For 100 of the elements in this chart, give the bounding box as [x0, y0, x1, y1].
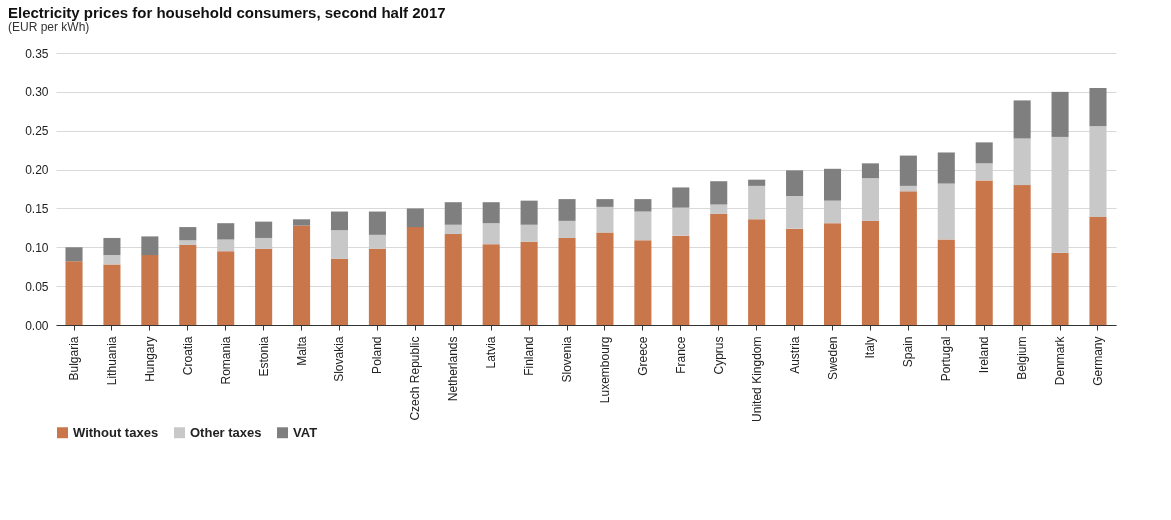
bar: [710, 204, 728, 214]
bar: [786, 228, 804, 325]
bar: [368, 211, 386, 235]
bar: [1051, 252, 1069, 325]
bar: [293, 225, 311, 325]
bar: [444, 224, 462, 235]
bar: [596, 206, 614, 233]
x-tick-label: Estonia: [256, 336, 271, 377]
bar: [1013, 185, 1031, 325]
y-tick-label: 0.35: [25, 46, 49, 61]
x-tick-label: Poland: [370, 336, 385, 374]
bar: [634, 199, 652, 212]
bar: [937, 183, 955, 240]
bar: [406, 208, 424, 228]
bar: [748, 185, 766, 220]
bar: [444, 234, 462, 325]
x-tick-label: Bulgaria: [67, 336, 82, 381]
bar: [1013, 100, 1031, 139]
x-tick-label: Denmark: [1053, 335, 1068, 386]
x-tick-label: Czech Republic: [408, 336, 423, 421]
bar: [861, 163, 879, 179]
y-tick-label: 0.20: [25, 163, 49, 178]
x-tick-label: Cyprus: [711, 336, 726, 375]
bar: [748, 219, 766, 325]
bar: [330, 230, 349, 259]
bar: [1089, 216, 1107, 325]
bar: [368, 248, 386, 325]
x-tick-label: Hungary: [142, 336, 157, 382]
bar: [672, 187, 690, 208]
bar: [975, 142, 993, 164]
bar: [179, 244, 197, 325]
bar: [861, 178, 879, 221]
bar: [103, 237, 121, 256]
legend-label: Without taxes: [73, 424, 159, 440]
bar: [179, 227, 197, 241]
bar: [899, 155, 917, 186]
x-tick-label: Croatia: [180, 336, 195, 376]
bar: [1089, 126, 1107, 217]
bar: [710, 181, 728, 205]
bar: [368, 234, 386, 249]
bar: [786, 170, 804, 196]
bar: [444, 202, 462, 225]
bar: [520, 200, 538, 225]
x-tick-label: Netherlands: [446, 336, 461, 402]
y-tick-label: 0.10: [25, 240, 49, 255]
bar: [596, 199, 614, 207]
bar: [975, 180, 993, 325]
bar: [937, 152, 955, 184]
bar: [65, 261, 83, 325]
bar: [255, 221, 273, 238]
x-tick-label: Finland: [522, 336, 537, 376]
bar: [558, 220, 576, 238]
bar: [861, 220, 879, 325]
bar: [672, 207, 690, 236]
bar: [786, 195, 804, 229]
y-tick-label: 0.25: [25, 124, 49, 139]
bar: [672, 235, 690, 325]
bar: [406, 227, 424, 325]
bar: [255, 248, 273, 325]
bar: [103, 264, 121, 325]
bar: [179, 240, 197, 245]
bar: [520, 241, 538, 325]
bar: [899, 185, 917, 192]
x-tick-label: Portugal: [939, 336, 954, 382]
bar: [937, 239, 955, 325]
bar: [634, 211, 652, 241]
bar: [823, 200, 842, 224]
bar: [482, 244, 500, 325]
bar: [330, 258, 349, 325]
bar: [103, 255, 121, 265]
x-tick-label: Slovenia: [560, 336, 575, 383]
bar: [710, 213, 728, 325]
bar: [823, 168, 842, 201]
x-tick-label: Slovakia: [332, 336, 347, 382]
bar: [975, 163, 993, 181]
x-tick-label: United Kingdom: [749, 336, 764, 422]
x-tick-label: Lithuania: [104, 336, 119, 386]
bar: [330, 211, 349, 231]
legend-label: Other taxes: [190, 424, 262, 440]
x-tick-label: Belgium: [1015, 336, 1030, 380]
bar: [482, 202, 500, 224]
bar: [293, 219, 311, 226]
y-tick-label: 0.15: [25, 201, 49, 216]
bar: [217, 251, 235, 325]
x-tick-label: Italy: [863, 336, 878, 359]
x-tick-label: Germany: [1090, 336, 1105, 386]
x-tick-label: France: [673, 336, 688, 374]
bar: [748, 179, 766, 186]
bar: [558, 237, 576, 325]
x-tick-label: Romania: [218, 336, 233, 385]
y-tick-label: 0.05: [25, 279, 49, 294]
bar: [482, 223, 500, 245]
bar: [1051, 91, 1069, 137]
x-tick-label: Malta: [294, 336, 309, 366]
x-tick-label: Sweden: [825, 336, 840, 380]
x-tick-label: Greece: [635, 336, 650, 376]
legend-label: VAT: [293, 424, 318, 440]
bar: [141, 255, 159, 325]
chart-subtitle: (EUR per kWh): [8, 20, 90, 34]
bar: [141, 236, 159, 256]
